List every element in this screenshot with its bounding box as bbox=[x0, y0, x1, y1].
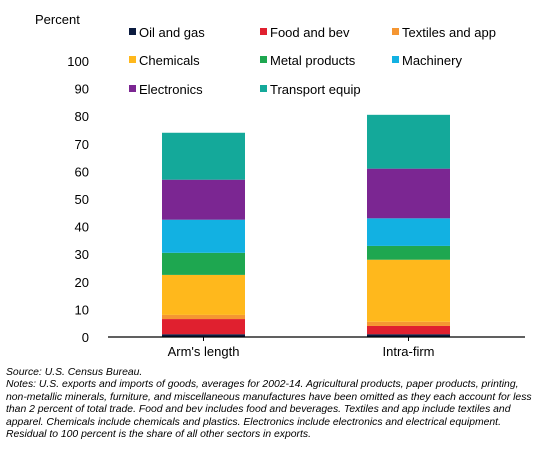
legend-swatch bbox=[392, 56, 399, 63]
bar-segment bbox=[367, 325, 450, 335]
legend-label: Textiles and app bbox=[402, 25, 496, 40]
x-tick-label: Arm's length bbox=[168, 344, 240, 359]
bar-segment bbox=[367, 168, 450, 219]
bar-segment bbox=[367, 245, 450, 260]
chart-notes: Source: U.S. Census Bureau. Notes: U.S. … bbox=[6, 367, 534, 441]
y-tick-label: 40 bbox=[75, 220, 89, 235]
legend-item: Oil and gas bbox=[129, 25, 205, 40]
y-tick-label: 80 bbox=[75, 109, 89, 124]
bar-segment bbox=[162, 179, 245, 220]
y-tick-label: 100 bbox=[67, 54, 89, 69]
legend-item: Machinery bbox=[392, 53, 462, 68]
legend-item: Metal products bbox=[260, 53, 356, 68]
y-tick-label: 20 bbox=[75, 275, 89, 290]
bar-segment bbox=[367, 259, 450, 322]
legend-swatch bbox=[129, 56, 136, 63]
x-axis-ticks: Arm's length Intra-firm bbox=[168, 337, 435, 359]
source-note: Source: U.S. Census Bureau. bbox=[6, 367, 143, 378]
bar-segment bbox=[162, 252, 245, 275]
legend-label: Oil and gas bbox=[139, 25, 205, 40]
legend-item: Textiles and app bbox=[392, 25, 496, 40]
legend-item: Electronics bbox=[129, 82, 203, 97]
legend-label: Chemicals bbox=[139, 53, 200, 68]
y-tick-label: 30 bbox=[75, 247, 89, 262]
y-tick-label: 70 bbox=[75, 137, 89, 152]
y-tick-label: 90 bbox=[75, 82, 89, 97]
y-tick-label: 60 bbox=[75, 164, 89, 179]
legend-label: Machinery bbox=[402, 53, 462, 68]
notes-text: Notes: U.S. exports and imports of goods… bbox=[6, 379, 532, 441]
bars bbox=[162, 114, 450, 337]
legend-label: Transport equip bbox=[270, 82, 361, 97]
legend-item: Chemicals bbox=[129, 53, 200, 68]
y-axis-ticks: 0 10 20 30 40 50 60 70 80 90 100 bbox=[67, 54, 89, 345]
bar-segment bbox=[162, 132, 245, 180]
y-tick-label: 50 bbox=[75, 192, 89, 207]
legend-item: Transport equip bbox=[260, 82, 361, 97]
bar-segment bbox=[162, 274, 245, 315]
bar-segment bbox=[367, 114, 450, 169]
legend-label: Food and bev bbox=[270, 25, 350, 40]
bar-segment bbox=[162, 334, 245, 337]
legend-item: Food and bev bbox=[260, 25, 350, 40]
legend-swatch bbox=[260, 56, 267, 63]
legend: Oil and gas Food and bev Textiles and app C… bbox=[129, 25, 496, 97]
bar-segment bbox=[367, 321, 450, 326]
x-tick-label: Intra-firm bbox=[383, 344, 435, 359]
bar-segment bbox=[162, 319, 245, 335]
legend-swatch bbox=[129, 28, 136, 35]
bar-segment bbox=[162, 219, 245, 253]
legend-label: Metal products bbox=[270, 53, 356, 68]
legend-swatch bbox=[129, 85, 136, 92]
y-tick-label: 10 bbox=[75, 302, 89, 317]
y-axis-title: Percent bbox=[35, 12, 80, 27]
y-tick-label: 0 bbox=[82, 330, 89, 345]
stacked-bar-chart: Percent 0 10 20 30 40 50 60 70 80 90 100 Oil and g… bbox=[35, 12, 525, 359]
legend-swatch bbox=[260, 85, 267, 92]
legend-label: Electronics bbox=[139, 82, 203, 97]
legend-swatch bbox=[260, 28, 267, 35]
bar-segment bbox=[367, 334, 450, 337]
bar-segment bbox=[367, 218, 450, 246]
legend-swatch bbox=[392, 28, 399, 35]
bar-segment bbox=[162, 314, 245, 320]
